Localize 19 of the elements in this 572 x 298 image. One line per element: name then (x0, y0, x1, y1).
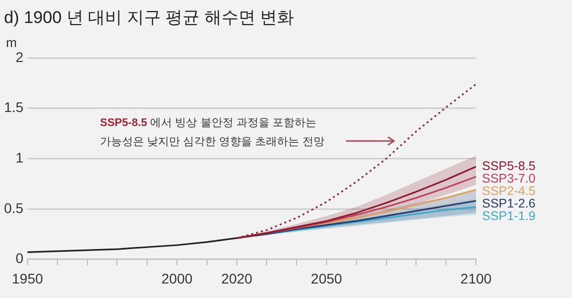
series-label: SSP2-4.5 (482, 184, 536, 198)
y-tick-label: 1 (16, 149, 24, 166)
x-tick-label: 1950 (12, 270, 44, 286)
series-label: SSP5-8.5 (482, 159, 536, 174)
chart-title: d) 1900 년 대비 지구 평균 해수면 변화 (4, 7, 294, 29)
series-label: SSP1-1.9 (482, 209, 536, 224)
series-label: SSP3-7.0 (482, 172, 536, 186)
series-label: SSP1-2.6 (482, 196, 536, 211)
x-tick-label: 2100 (460, 270, 492, 286)
annotation: 가능성은 낮지만 심각한 영향을 초래하는 전망 (100, 135, 324, 150)
y-axis-title: m (6, 35, 17, 50)
annotation: SSP5-8.5 에서 빙상 불안정 과정을 포함하는 (100, 116, 318, 131)
y-tick-label: 1.5 (4, 99, 24, 116)
x-tick-label: 2020 (221, 270, 253, 286)
y-tick-label: 2 (16, 48, 24, 65)
y-tick-label: 0 (16, 250, 24, 266)
y-tick-label: 0.5 (4, 200, 24, 216)
x-tick-label: 2000 (161, 270, 193, 286)
x-tick-label: 2050 (310, 270, 342, 286)
